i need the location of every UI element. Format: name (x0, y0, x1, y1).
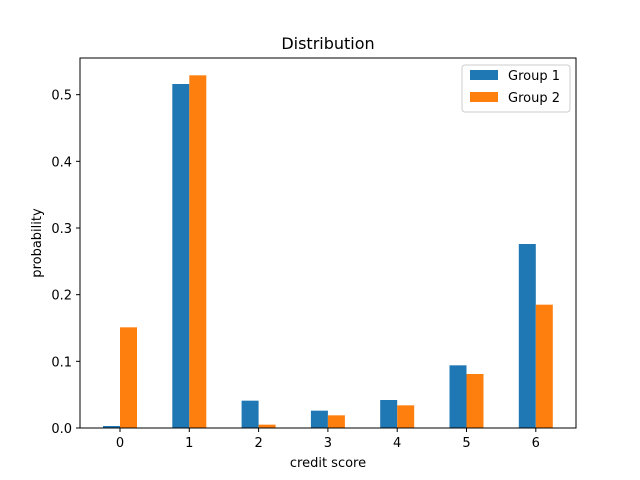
y-tick-label: 0.5 (51, 89, 72, 104)
legend-swatch-group-2 (470, 92, 498, 102)
y-tick-label: 0.1 (51, 355, 72, 370)
bar-group-2-score-1 (189, 75, 207, 428)
x-tick-label: 2 (254, 436, 262, 451)
x-tick-label: 1 (185, 436, 193, 451)
bar-group-1-score-6 (518, 244, 536, 428)
y-tick-label: 0.0 (51, 422, 72, 437)
y-tick-label: 0.4 (51, 155, 72, 170)
bar-group-2-score-4 (397, 405, 415, 428)
bar-group-1-score-3 (310, 410, 328, 428)
x-tick-label: 5 (462, 436, 470, 451)
bar-group-1-score-0 (103, 426, 120, 428)
bar-group-1-score-1 (172, 84, 190, 428)
legend-swatch-group-1 (470, 70, 498, 80)
y-tick-label: 0.2 (51, 289, 72, 304)
bar-group-2-score-0 (120, 327, 137, 428)
y-axis-ticks: 0.0 0.1 0.2 0.3 0.4 0.5 (51, 89, 80, 437)
bars-group (103, 75, 553, 428)
x-tick-label: 4 (393, 436, 401, 451)
y-tick-label: 0.3 (51, 222, 72, 237)
bar-group-2-score-5 (466, 374, 484, 428)
bar-group-2-score-6 (535, 304, 553, 428)
legend: Group 1 Group 2 (461, 64, 571, 113)
y-axis-label: probability (30, 208, 45, 278)
x-tick-label: 6 (532, 436, 540, 451)
bar-group-2-score-2 (258, 424, 276, 428)
bar-group-1-score-5 (449, 365, 467, 428)
bar-group-1-score-4 (380, 400, 398, 428)
bar-group-1-score-2 (241, 400, 259, 428)
legend-label-group-2: Group 2 (508, 91, 560, 106)
x-axis-ticks: 0 1 2 3 4 5 6 (116, 428, 540, 451)
legend-label-group-1: Group 1 (508, 69, 560, 84)
x-tick-label: 0 (116, 436, 124, 451)
chart-title: Distribution (281, 34, 374, 53)
x-tick-label: 3 (324, 436, 332, 451)
bar-group-2-score-3 (327, 415, 345, 428)
x-axis-label: credit score (290, 456, 366, 471)
